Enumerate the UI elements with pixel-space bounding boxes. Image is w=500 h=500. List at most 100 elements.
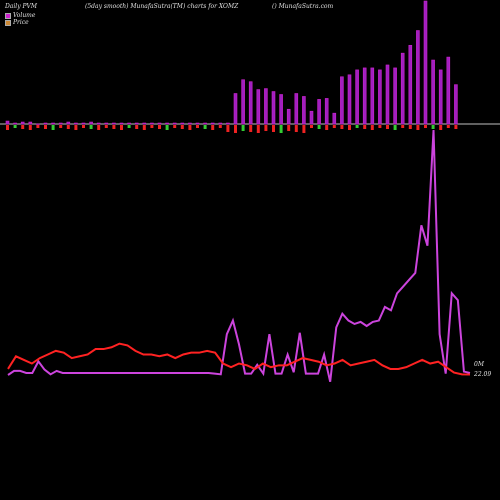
volume-bar bbox=[43, 122, 48, 125]
volume-bar bbox=[271, 91, 276, 125]
volume-bar bbox=[340, 76, 344, 125]
volume-bar bbox=[172, 122, 177, 125]
sell-volume-bar bbox=[150, 125, 154, 128]
volume-bar bbox=[195, 122, 200, 125]
sell-volume-bar bbox=[82, 125, 85, 128]
volume-bar bbox=[165, 122, 169, 125]
sell-volume-bar bbox=[226, 125, 230, 132]
sell-volume-bar bbox=[196, 125, 199, 128]
sell-volume-bar bbox=[74, 125, 78, 130]
volume-bar bbox=[264, 88, 268, 125]
volume-bar bbox=[370, 67, 375, 125]
sell-volume-bar bbox=[256, 125, 260, 133]
sell-volume-bar bbox=[142, 125, 146, 130]
volume-bar bbox=[393, 67, 397, 125]
sell-volume-bar bbox=[416, 125, 420, 130]
sell-volume-bar bbox=[44, 125, 47, 129]
volume-bar bbox=[317, 99, 321, 125]
sell-volume-bar bbox=[340, 125, 344, 129]
volume-bar bbox=[188, 122, 192, 125]
legend-price: Price bbox=[5, 19, 29, 26]
volume-bar bbox=[378, 69, 382, 125]
sell-volume-bar bbox=[21, 125, 25, 129]
sell-volume-bar bbox=[241, 125, 245, 131]
volume-bar bbox=[355, 69, 359, 125]
volume-bar bbox=[218, 122, 223, 125]
sell-volume-bar bbox=[28, 125, 32, 130]
volume-bar bbox=[127, 122, 131, 125]
volume-bar bbox=[134, 122, 139, 125]
volume-bar bbox=[438, 69, 443, 125]
sell-volume-bar bbox=[211, 125, 215, 130]
volume-bar bbox=[408, 44, 413, 125]
sell-volume-bar bbox=[97, 125, 101, 130]
sell-volume-bar bbox=[188, 125, 192, 130]
sell-volume-bar bbox=[386, 125, 389, 129]
sell-volume-bar bbox=[51, 125, 55, 130]
legend-price-swatch bbox=[5, 19, 11, 26]
volume-bar bbox=[119, 122, 124, 125]
volume-bar bbox=[104, 122, 109, 125]
sell-volume-bar bbox=[294, 125, 298, 132]
sell-volume-bar bbox=[13, 125, 17, 128]
volume-bar bbox=[324, 98, 329, 125]
volume-bar bbox=[157, 122, 162, 125]
volume-bar bbox=[416, 30, 420, 125]
legend-price-label: Price bbox=[13, 19, 29, 26]
sell-volume-bar bbox=[431, 125, 435, 129]
sell-volume-bar bbox=[264, 125, 268, 131]
chart-header-title: (5day smooth) MunafaSutra(TM) charts for… bbox=[85, 3, 239, 10]
sell-volume-bar bbox=[6, 125, 9, 130]
sell-volume-bar bbox=[127, 125, 131, 128]
sell-volume-bar bbox=[355, 125, 359, 128]
volume-bar bbox=[294, 93, 299, 125]
volume-bar bbox=[385, 64, 390, 125]
sell-volume-bar bbox=[424, 125, 427, 128]
price-line bbox=[7, 342, 471, 376]
sell-volume-bar bbox=[203, 125, 207, 129]
sell-volume-bar bbox=[135, 125, 139, 129]
sell-volume-bar bbox=[279, 125, 283, 133]
zero-volume-label: 0M bbox=[474, 361, 485, 368]
volume-bar bbox=[74, 122, 78, 125]
volume-bar bbox=[302, 96, 306, 125]
sell-volume-bar bbox=[249, 125, 253, 132]
volume-bar bbox=[28, 121, 33, 125]
sell-volume-bar bbox=[165, 125, 169, 130]
sell-volume-bar bbox=[332, 125, 336, 128]
sell-volume-bar bbox=[180, 125, 184, 129]
sell-volume-bar bbox=[401, 125, 405, 128]
sell-volume-bar bbox=[446, 125, 450, 128]
sell-volume-bar bbox=[59, 125, 63, 128]
sell-volume-bar bbox=[36, 125, 40, 128]
sell-volume-bar bbox=[325, 125, 329, 130]
volume-bar bbox=[400, 52, 405, 125]
sell-volume-bar bbox=[234, 125, 237, 133]
sell-volume-bar bbox=[66, 125, 70, 129]
sell-volume-bar bbox=[370, 125, 374, 130]
sell-volume-bar bbox=[287, 125, 291, 131]
sell-volume-bar bbox=[120, 125, 123, 130]
volume-bar bbox=[423, 0, 428, 125]
volume-line bbox=[7, 129, 471, 383]
volume-bar bbox=[58, 122, 63, 125]
chart-header-left: Daily PVM bbox=[5, 3, 38, 10]
volume-bar bbox=[5, 120, 10, 125]
sell-volume-bar bbox=[218, 125, 222, 128]
volume-bar bbox=[362, 67, 367, 125]
volume-bar bbox=[286, 108, 291, 125]
volume-bar bbox=[36, 123, 40, 125]
sell-volume-bar bbox=[439, 125, 443, 130]
volume-bar bbox=[309, 110, 314, 125]
sell-volume-bar bbox=[272, 125, 275, 132]
sell-volume-bar bbox=[348, 125, 351, 130]
sell-volume-bar bbox=[104, 125, 108, 128]
volume-bar bbox=[256, 89, 261, 125]
last-price-label: 22.09 bbox=[473, 371, 491, 378]
volume-bar bbox=[248, 81, 253, 125]
volume-bar bbox=[332, 112, 337, 125]
sell-volume-bar bbox=[173, 125, 177, 128]
volume-bar bbox=[226, 122, 230, 125]
volume-bar bbox=[20, 121, 25, 125]
